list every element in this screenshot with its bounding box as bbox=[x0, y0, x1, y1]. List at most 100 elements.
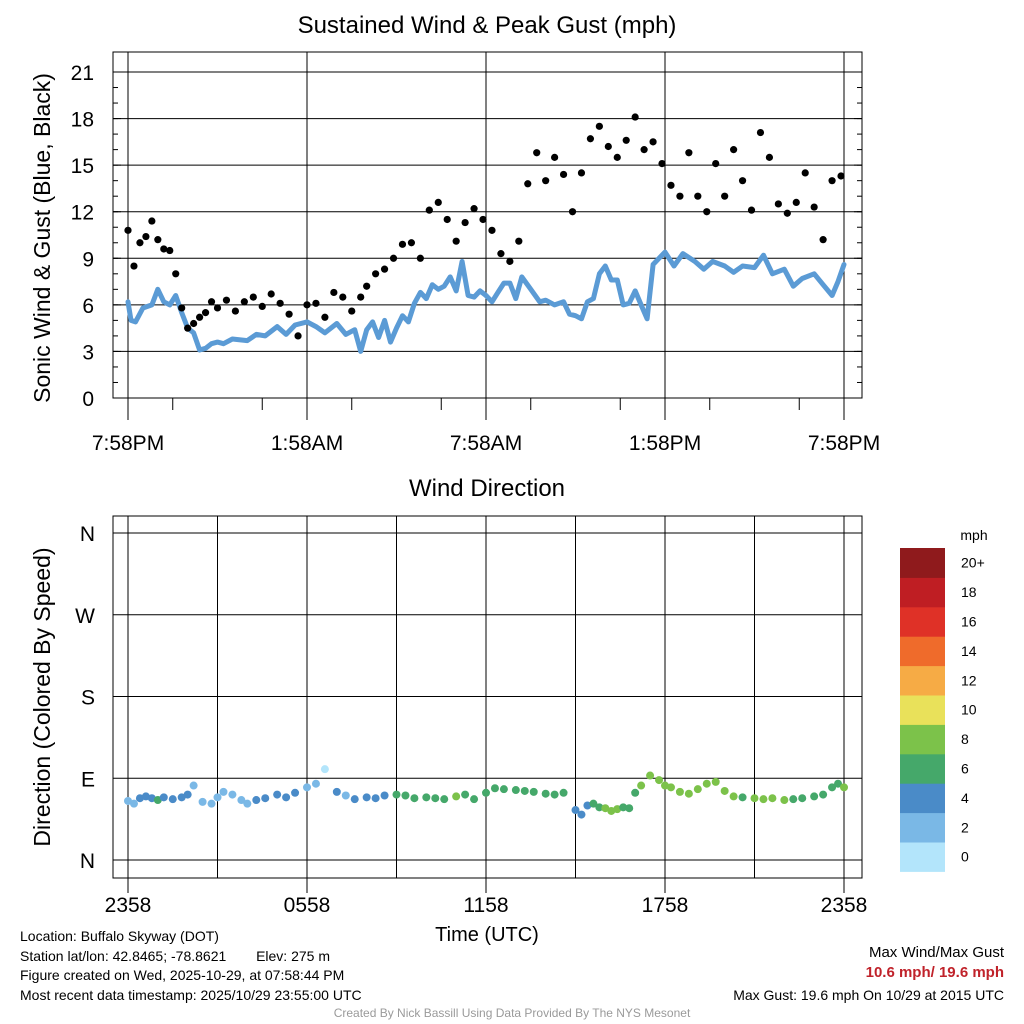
direction-point bbox=[159, 793, 168, 802]
gust-point bbox=[667, 181, 675, 189]
gust-point bbox=[658, 159, 666, 168]
gust-point bbox=[321, 313, 329, 321]
direction-point bbox=[819, 790, 828, 799]
direction-point bbox=[129, 799, 138, 808]
gust-point bbox=[231, 307, 239, 315]
gust-point bbox=[240, 298, 248, 306]
wind-gust-x-tick-label: 1:58PM bbox=[629, 432, 701, 455]
direction-point bbox=[320, 765, 329, 774]
gust-point bbox=[792, 198, 800, 206]
direction-point bbox=[168, 795, 177, 804]
direction-point bbox=[798, 794, 807, 803]
gust-point bbox=[559, 170, 568, 179]
location-text: Location: Buffalo Skyway (DOT) bbox=[20, 928, 219, 944]
gust-point bbox=[357, 293, 365, 301]
gust-point bbox=[604, 142, 612, 151]
colorbar-label: 2 bbox=[961, 819, 969, 835]
direction-point bbox=[392, 790, 401, 799]
colorbar-swatch bbox=[900, 753, 945, 784]
gust-point bbox=[819, 236, 827, 244]
direction-point bbox=[261, 794, 270, 803]
direction-point bbox=[655, 776, 664, 785]
station-text: Station lat/lon: 42.8465; -78.8621 bbox=[20, 948, 227, 964]
gust-point bbox=[303, 301, 311, 309]
wind-direction-points bbox=[124, 765, 848, 819]
direction-point bbox=[153, 796, 162, 805]
gust-point bbox=[372, 270, 380, 278]
gust-point bbox=[339, 293, 347, 301]
gust-point bbox=[765, 153, 774, 161]
colorbar-label: 10 bbox=[961, 702, 977, 718]
direction-point bbox=[189, 781, 198, 790]
direction-point bbox=[571, 806, 580, 815]
wind-direction-y-tick-label: S bbox=[81, 687, 95, 710]
gust-point bbox=[774, 200, 782, 208]
gust-point bbox=[631, 113, 639, 121]
direction-point bbox=[410, 794, 419, 803]
direction-point bbox=[371, 794, 380, 803]
gust-point bbox=[196, 313, 204, 321]
gust-point bbox=[190, 319, 198, 328]
gust-point bbox=[249, 293, 257, 301]
gust-point bbox=[524, 180, 532, 188]
wind-direction-x-tick-label: 1158 bbox=[463, 894, 508, 917]
elevation-text: Elev: 275 m bbox=[256, 948, 330, 964]
gust-point bbox=[730, 146, 738, 154]
gust-point bbox=[479, 215, 487, 224]
wind-direction-y-tick-label: E bbox=[81, 768, 95, 791]
colorbar-label: 0 bbox=[961, 849, 969, 865]
wind-gust-y-tick-label: 3 bbox=[82, 341, 94, 364]
wind-direction-x-tick-label: 1758 bbox=[642, 894, 689, 917]
gust-point bbox=[622, 136, 630, 144]
gust-point bbox=[416, 254, 424, 262]
gust-point bbox=[801, 169, 809, 177]
colorbar-label: 20+ bbox=[961, 555, 985, 571]
max-label: Max Wind/Max Gust bbox=[868, 944, 1004, 961]
gust-point bbox=[783, 209, 791, 217]
colorbar-labels: 0 2 4 6 8 10 12 14 16 18 20+ bbox=[961, 555, 985, 865]
colorbar-swatch bbox=[900, 548, 945, 578]
direction-point bbox=[124, 796, 132, 805]
direction-point bbox=[646, 771, 655, 780]
gust-point bbox=[676, 192, 684, 200]
gust-point bbox=[497, 250, 505, 258]
wind-direction-x-ticks: 2358 0558 1158 1758 2358 bbox=[105, 878, 867, 917]
colorbar-label: 14 bbox=[961, 643, 977, 659]
direction-point bbox=[675, 787, 684, 796]
colorbar-swatch bbox=[900, 636, 945, 667]
direction-point bbox=[380, 791, 389, 800]
gust-point bbox=[712, 159, 720, 168]
direction-point bbox=[440, 795, 449, 804]
gust-point bbox=[533, 149, 541, 157]
direction-point bbox=[625, 804, 634, 813]
gust-point bbox=[389, 254, 398, 262]
direction-point bbox=[461, 790, 470, 799]
direction-point bbox=[482, 788, 490, 797]
gust-point bbox=[166, 246, 174, 255]
gust-point bbox=[613, 153, 621, 161]
direction-point bbox=[595, 803, 604, 812]
direction-point bbox=[213, 793, 222, 802]
direction-point bbox=[291, 788, 300, 797]
direction-point bbox=[422, 793, 431, 802]
gust-point bbox=[551, 153, 559, 161]
direction-point bbox=[601, 804, 610, 813]
wind-gust-y-tick-label: 21 bbox=[71, 62, 94, 85]
direction-point bbox=[311, 779, 320, 788]
direction-point bbox=[828, 783, 837, 792]
wind-gust-y-tick-label: 6 bbox=[82, 295, 94, 318]
direction-point bbox=[810, 792, 819, 801]
gust-point bbox=[452, 237, 460, 245]
direction-point bbox=[341, 791, 350, 800]
wind-direction-y-tick-label: N bbox=[80, 850, 95, 873]
gust-point bbox=[721, 192, 729, 200]
direction-point bbox=[237, 796, 246, 805]
max-gust-text: Max Gust: 19.6 mph On 10/29 at 2015 UTC bbox=[733, 987, 1004, 1003]
gust-point bbox=[488, 226, 496, 234]
colorbar-label: 6 bbox=[961, 761, 969, 777]
direction-point bbox=[401, 791, 410, 800]
wind-gust-x-tick-label: 7:58AM bbox=[450, 432, 522, 455]
direction-point bbox=[768, 794, 777, 803]
station-row: Station lat/lon: 42.8465; -78.8621 Elev:… bbox=[20, 948, 330, 964]
gust-point bbox=[330, 288, 338, 297]
